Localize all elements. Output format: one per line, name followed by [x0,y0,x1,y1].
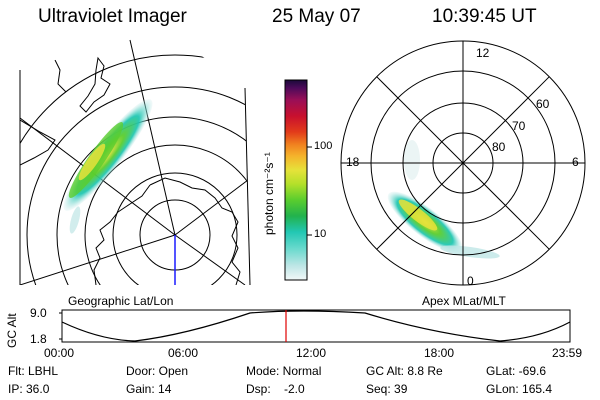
aurora-oval-geographic [63,99,153,234]
mlt-label-0: 0 [467,274,474,288]
mlat-label-70: 70 [512,119,526,133]
info-glon: GLon: 165.4 [486,382,553,396]
info-gc-alt: GC Alt: 8.8 Re [366,364,443,378]
mlt-label-6: 6 [572,155,579,169]
coastline-australia [20,119,56,166]
timeline-ytick-low: 1.8 [30,332,47,346]
mlat-label-60: 60 [536,97,550,111]
altitude-curve [61,310,571,342]
time-label: 10:39:45 UT [432,6,537,27]
geographic-caption: Geographic Lat/Lon [68,294,174,308]
timeline-xtick-2359: 23:59 [552,346,583,360]
coastline-new-zealand [79,56,111,113]
timeline-ytick-high: 9.0 [30,306,47,320]
aurora-oval-magnetic [387,140,500,259]
mlt-label-12: 12 [476,46,490,60]
info-door: Door: Open [126,364,189,378]
info-seq: Seq: 39 [366,382,408,396]
timeline-xtick-1800: 18:00 [424,346,455,360]
info-glat: GLat: -69.6 [486,364,547,378]
coastline-antarctica [149,177,241,285]
info-filter: Flt: LBHL [8,364,59,378]
timeline-xtick-1200: 12:00 [296,346,327,360]
instrument-title: Ultraviolet Imager [38,6,187,27]
colorbar-tick-10: 10 [314,228,327,240]
magnetic-caption: Apex MLat/MLT [422,294,506,308]
timeline-xtick-0000: 00:00 [44,346,75,360]
info-gain: Gain: 14 [126,382,172,396]
mlat-label-80: 80 [492,140,506,154]
info-ip: IP: 36.0 [8,382,50,396]
info-mode: Mode: Normal [246,364,322,378]
timeline-ylabel: GC Alt [5,313,19,348]
colorbar-tick-100: 100 [314,140,333,152]
mlt-label-18: 18 [346,155,360,169]
timeline-xtick-0600: 06:00 [168,346,199,360]
date-label: 25 May 07 [272,6,361,27]
info-dsp: Dsp: -2.0 [246,382,305,396]
